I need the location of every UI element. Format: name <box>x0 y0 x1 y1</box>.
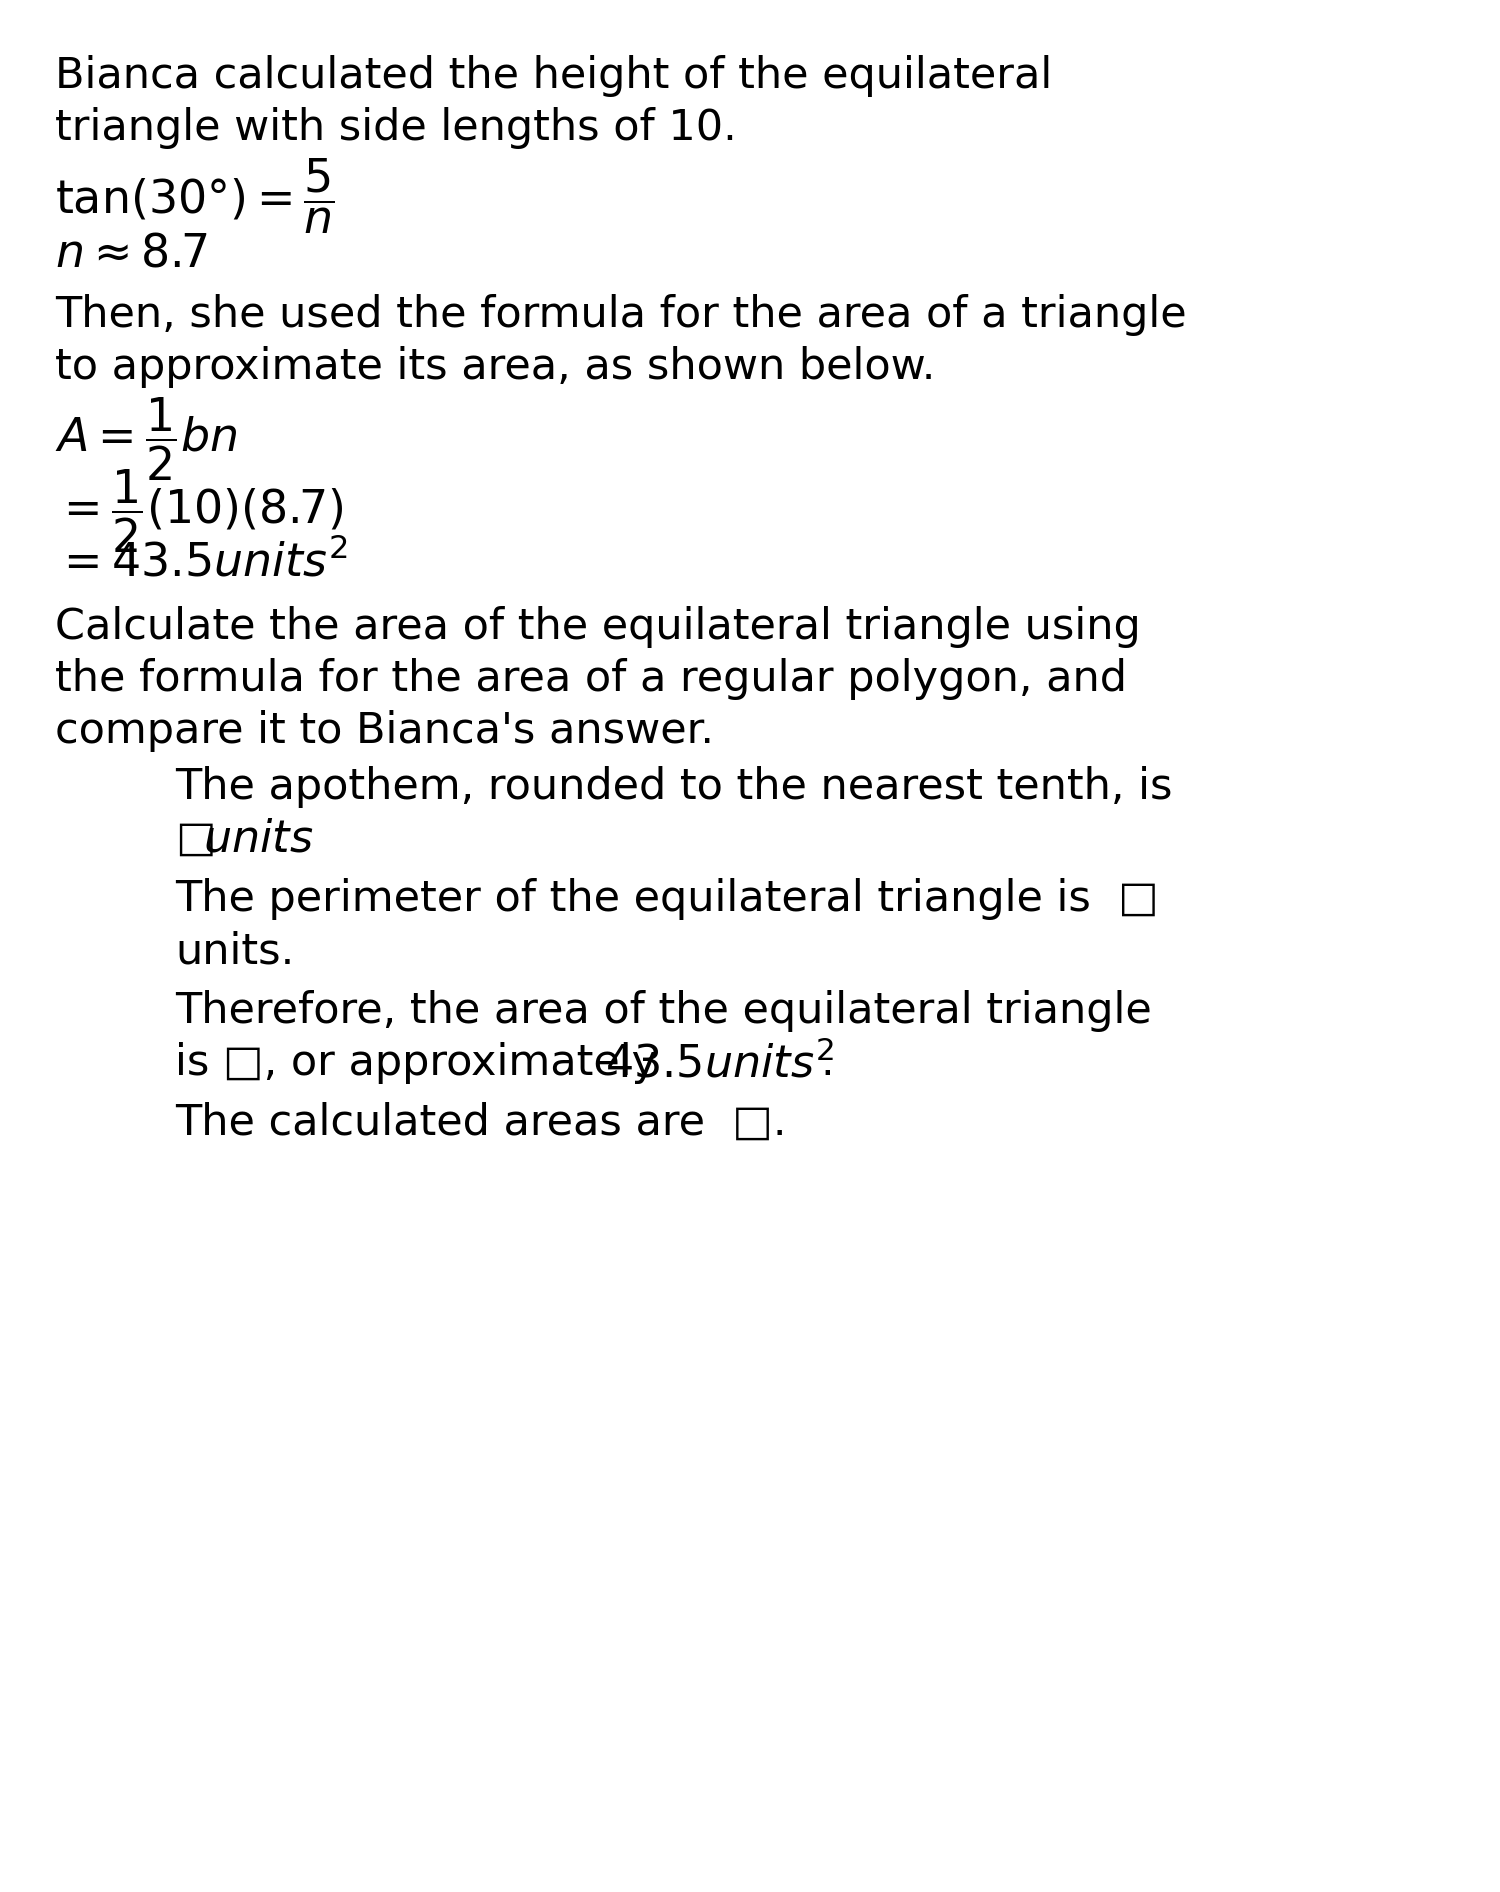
Text: $n \approx 8.7$: $n \approx 8.7$ <box>56 233 208 276</box>
Text: compare it to Bianca's answer.: compare it to Bianca's answer. <box>56 710 714 751</box>
Text: □: □ <box>176 817 216 861</box>
Text: Calculate the area of the equilateral triangle using: Calculate the area of the equilateral tr… <box>56 605 1140 647</box>
Text: triangle with side lengths of 10.: triangle with side lengths of 10. <box>56 108 736 149</box>
Text: $units$: $units$ <box>202 817 314 861</box>
Text: is □, or approximately: is □, or approximately <box>176 1042 670 1084</box>
Text: The calculated areas are  □.: The calculated areas are □. <box>176 1101 786 1145</box>
Text: units.: units. <box>176 931 294 972</box>
Text: $= 43.5units^2$: $= 43.5units^2$ <box>56 539 348 587</box>
Text: to approximate its area, as shown below.: to approximate its area, as shown below. <box>56 346 936 388</box>
Text: The perimeter of the equilateral triangle is  □: The perimeter of the equilateral triangl… <box>176 878 1158 920</box>
Text: $A = \dfrac{1}{2}bn$: $A = \dfrac{1}{2}bn$ <box>56 395 237 482</box>
Text: Then, she used the formula for the area of a triangle: Then, she used the formula for the area … <box>56 293 1186 337</box>
Text: Bianca calculated the height of the equilateral: Bianca calculated the height of the equi… <box>56 55 1053 96</box>
Text: .: . <box>272 817 285 861</box>
Text: $43.5units^2$: $43.5units^2$ <box>604 1042 834 1086</box>
Text: $= \dfrac{1}{2}(10)(8.7)$: $= \dfrac{1}{2}(10)(8.7)$ <box>56 467 344 556</box>
Text: $\tan(30°) = \dfrac{5}{n}$: $\tan(30°) = \dfrac{5}{n}$ <box>56 157 334 236</box>
Text: The apothem, rounded to the nearest tenth, is: The apothem, rounded to the nearest tent… <box>176 766 1173 808</box>
Text: .: . <box>821 1042 834 1084</box>
Text: the formula for the area of a regular polygon, and: the formula for the area of a regular po… <box>56 658 1126 700</box>
Text: Therefore, the area of the equilateral triangle: Therefore, the area of the equilateral t… <box>176 990 1152 1031</box>
